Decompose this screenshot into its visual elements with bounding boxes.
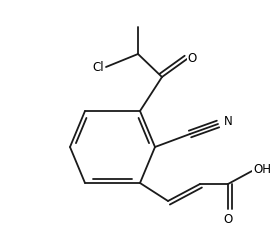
Text: O: O — [223, 213, 233, 225]
Text: OH: OH — [253, 163, 271, 176]
Text: Cl: Cl — [92, 61, 104, 74]
Text: O: O — [187, 51, 197, 64]
Text: N: N — [224, 115, 232, 128]
